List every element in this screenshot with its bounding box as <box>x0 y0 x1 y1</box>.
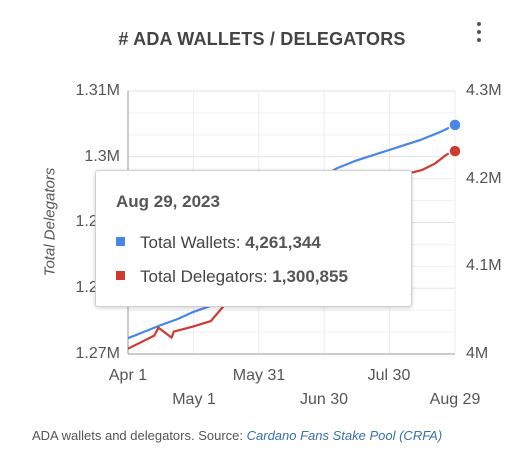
tooltip-label: Total Delegators: <box>140 267 273 286</box>
more-vertical-icon[interactable] <box>470 20 488 44</box>
x-tick: May 31 <box>232 367 286 384</box>
chart-title: # ADA WALLETS / DELEGATORS <box>118 29 406 49</box>
x-tick: Jul 30 <box>367 367 411 384</box>
caption-text: ADA wallets and delegators. Source: <box>32 428 247 443</box>
tooltip-date: Aug 29, 2023 <box>116 192 220 211</box>
y-right-tick: 4.2M <box>466 170 502 187</box>
y-left-tick: 1.31M <box>75 82 120 99</box>
tooltip-row-delegators: Total Delegators: 1,300,855 <box>116 267 348 287</box>
hover-tooltip: Aug 29, 2023 Total Wallets: 4,261,344 To… <box>95 170 412 307</box>
tooltip-value: 4,261,344 <box>245 233 321 252</box>
x-tick: May 1 <box>172 391 216 408</box>
y-left-tick: 1.27M <box>75 345 120 362</box>
y-left-tick: 1.3M <box>84 148 120 165</box>
tooltip-row-wallets: Total Wallets: 4,261,344 <box>116 233 321 253</box>
legend-swatch-wallets <box>116 237 125 247</box>
y-right-tick: 4.1M <box>466 257 502 274</box>
y-right-tick: 4M <box>466 345 489 362</box>
x-tick: Jun 30 <box>299 391 349 408</box>
tooltip-label: Total Wallets: <box>140 233 246 252</box>
x-tick: Aug 29 <box>429 391 481 408</box>
series-point-total-wallets <box>448 118 462 132</box>
source-link[interactable]: Cardano Fans Stake Pool (CRFA) <box>246 428 443 443</box>
y-right-tick: 4.3M <box>466 82 502 99</box>
x-tick: Apr 1 <box>108 367 148 384</box>
legend-swatch-delegators <box>116 271 125 281</box>
chart-caption: ADA wallets and delegators. Source: Card… <box>32 428 442 443</box>
tooltip-value: 1,300,855 <box>272 267 348 286</box>
series-point-total-delegators <box>448 144 462 158</box>
